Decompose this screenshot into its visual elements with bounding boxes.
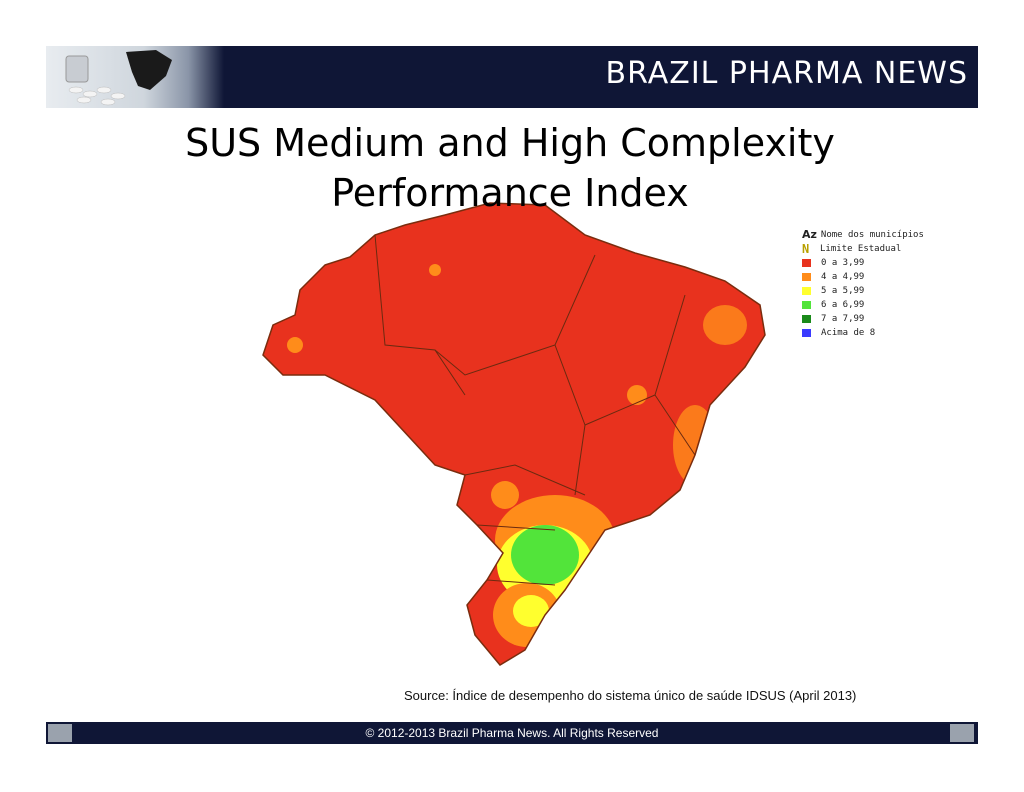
pill <box>68 86 84 94</box>
legend-swatch-red <box>802 259 811 267</box>
map-patch <box>627 385 647 405</box>
footer-logo-left-icon <box>48 724 72 742</box>
map-patch <box>491 481 519 509</box>
state-boundary-icon: N <box>802 242 810 256</box>
source-citation: Source: Índice de desempenho do sistema … <box>404 688 857 703</box>
globe-pills-logo <box>46 46 224 108</box>
legend-label: Nome dos municípios <box>820 230 924 240</box>
slide-title: SUS Medium and High Complexity Performan… <box>140 118 880 218</box>
municipality-names-icon: Az <box>802 228 817 241</box>
pill <box>76 96 92 104</box>
pill <box>82 90 98 98</box>
legend-swatch-light-green <box>802 301 811 309</box>
pill-bottle <box>65 55 89 83</box>
legend-label: 7 a 7,99 <box>821 314 865 324</box>
brazil-silhouette <box>126 50 172 90</box>
title-line-2: Performance Index <box>331 171 689 215</box>
brazil-choropleth-map <box>262 202 766 666</box>
logo-illustration <box>65 50 172 106</box>
legend-label: Acima de 8 <box>821 328 876 338</box>
legend-label: 4 a 4,99 <box>821 272 865 282</box>
map-patch <box>287 337 303 353</box>
brand-title: BRAZIL PHARMA NEWS <box>605 56 968 91</box>
legend-swatch-blue <box>802 329 811 337</box>
copyright-text: © 2012-2013 Brazil Pharma News. All Righ… <box>365 726 659 740</box>
legend-row-0-3-99: 0 a 3,99 <box>802 256 962 270</box>
legend-swatch-orange <box>802 273 811 281</box>
legend-row-6-6-99: 6 a 6,99 <box>802 298 962 312</box>
legend-swatch-dark-green <box>802 315 811 323</box>
map-region-east <box>673 405 717 485</box>
legend-row-5-5-99: 5 a 5,99 <box>802 284 962 298</box>
legend-label: 6 a 6,99 <box>821 300 865 310</box>
map-region-northeast <box>703 305 747 345</box>
legend-label: 0 a 3,99 <box>821 258 865 268</box>
legend-swatch-yellow <box>802 287 811 295</box>
map-region-green <box>511 525 579 585</box>
footer-logo-right-icon <box>950 724 974 742</box>
map-patch <box>429 264 441 276</box>
header-banner: BRAZIL PHARMA NEWS <box>46 46 978 108</box>
legend-row-7-7-99: 7 a 7,99 <box>802 312 962 326</box>
legend-row-above-8: Acima de 8 <box>802 326 962 340</box>
footer-banner: © 2012-2013 Brazil Pharma News. All Righ… <box>46 722 978 744</box>
pill <box>100 98 116 106</box>
country-outline <box>262 202 766 666</box>
map-region-south-yellow <box>513 595 549 627</box>
legend-label: 5 a 5,99 <box>821 286 865 296</box>
pill <box>110 92 126 100</box>
legend-row-4-4-99: 4 a 4,99 <box>802 270 962 284</box>
title-line-1: SUS Medium and High Complexity <box>185 121 835 165</box>
state-borders <box>374 234 696 586</box>
legend-label: Limite Estadual <box>820 244 902 254</box>
legend-row-municipalities: Az Nome dos municípios <box>802 228 962 242</box>
pill <box>96 86 112 94</box>
legend-row-state-limit: N Limite Estadual <box>802 242 962 256</box>
map-legend: Az Nome dos municípios N Limite Estadual… <box>802 228 962 340</box>
